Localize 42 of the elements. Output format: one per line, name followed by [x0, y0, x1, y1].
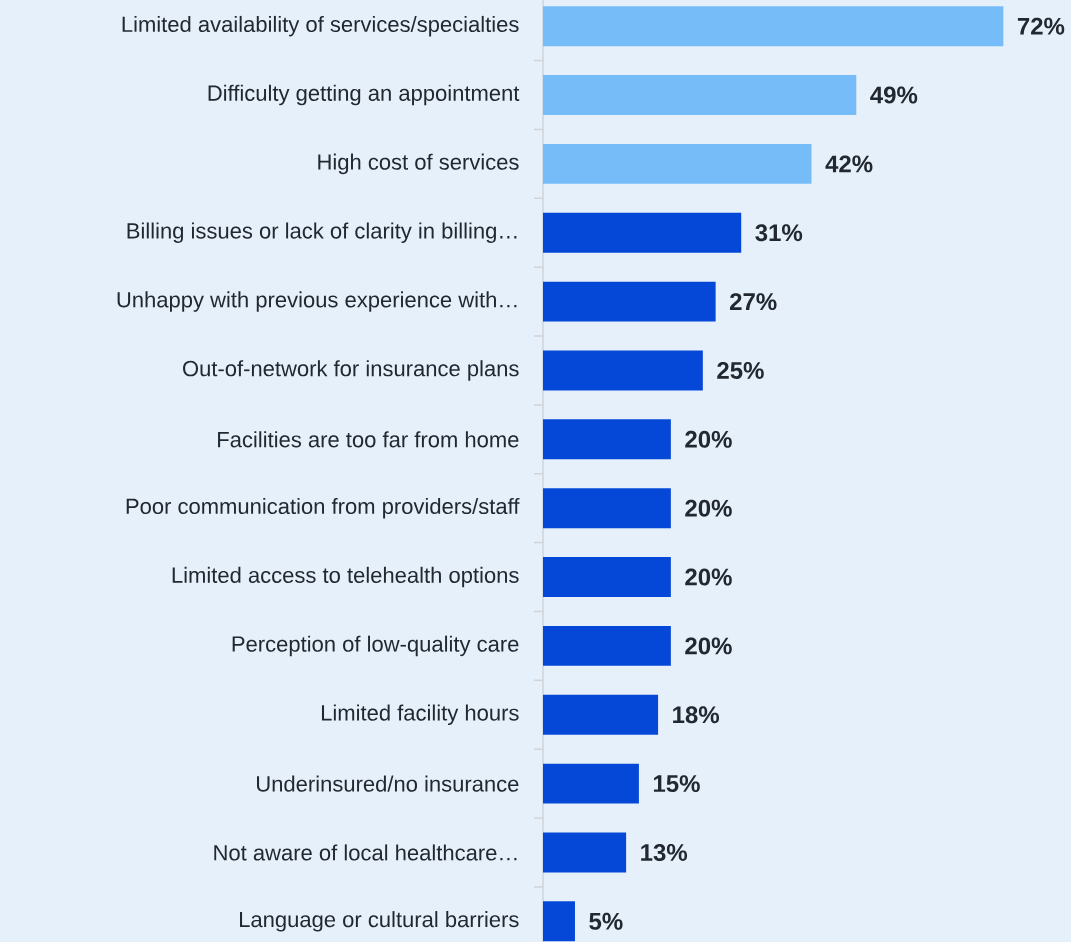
bar [543, 694, 659, 735]
y-tick-label: Limited availability of services/specialties [122, 15, 519, 37]
bar [543, 557, 671, 598]
bar [543, 75, 857, 115]
y-tick-label: Poor communication from providers/staff [126, 497, 520, 519]
y-tick-label: Out-of-network for insurance plans [183, 360, 519, 381]
data-label: 20% [685, 430, 732, 448]
bar [543, 488, 671, 529]
bar [543, 832, 627, 873]
y-tick-label: Unhappy with previous experience with… [117, 291, 517, 312]
data-label: 13% [641, 843, 688, 861]
bar [543, 419, 671, 460]
bar [543, 6, 1004, 47]
y-tick-label: High cost of services [318, 153, 519, 175]
data-label: 18% [673, 706, 720, 724]
y-tick-label: Limited facility hours [321, 704, 519, 726]
data-label: 5% [589, 912, 623, 930]
bar [543, 350, 703, 391]
y-tick-label: Billing issues or lack of clarity in billing… [127, 222, 517, 243]
data-label: 15% [653, 775, 700, 793]
data-label: 49% [870, 86, 918, 104]
bar [543, 212, 742, 253]
data-label: 20% [685, 568, 732, 586]
y-tick-label: Difficulty getting an appointment [208, 84, 520, 106]
bar [543, 281, 716, 322]
y-tick-label: Limited access to telehealth options [172, 566, 519, 588]
bar [543, 763, 639, 804]
data-label: 72% [1017, 17, 1065, 35]
bar [543, 625, 671, 666]
y-tick-label: Facilities are too far from home [218, 431, 519, 448]
y-tick-label: Not aware of local healthcare… [214, 844, 517, 861]
y-tick-label: Underinsured/no insurance [257, 775, 519, 792]
data-label: 20% [685, 499, 732, 517]
data-label: 20% [685, 637, 732, 655]
data-label: 42% [825, 155, 873, 173]
bar [543, 143, 812, 184]
bar [543, 901, 575, 942]
data-label: 31% [755, 224, 803, 242]
y-tick-label: Language or cultural barriers [240, 911, 519, 932]
data-label: 25% [717, 361, 764, 379]
data-label: 27% [729, 293, 777, 311]
y-tick-label: Perception of low-quality care [232, 635, 519, 657]
